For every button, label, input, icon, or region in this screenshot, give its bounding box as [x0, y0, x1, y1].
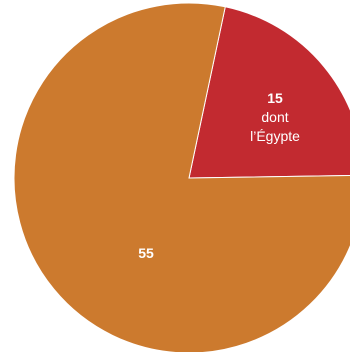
slice-15-dont-label: dont [261, 109, 288, 125]
pie-slice-55 [13, 2, 350, 352]
pie-labels: 15 dont l’Égypte 55 [138, 90, 300, 261]
slice-15-egypte-label: l’Égypte [250, 128, 300, 144]
pie-slices [13, 2, 350, 352]
slice-15-value-label: 15 [267, 90, 283, 106]
pie-slice-15 [188, 6, 350, 179]
slice-55-value-label: 55 [138, 245, 154, 261]
